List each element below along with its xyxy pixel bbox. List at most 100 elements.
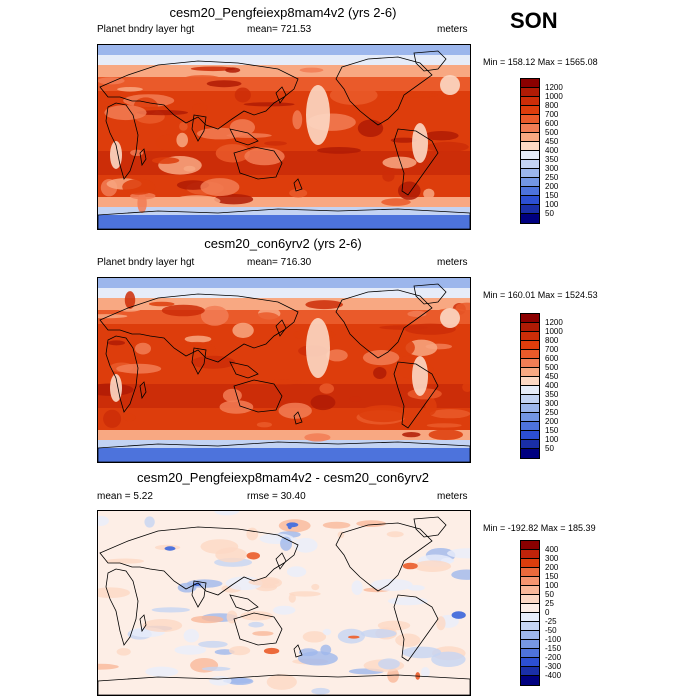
field-blob bbox=[255, 379, 306, 385]
legend-swatch bbox=[521, 413, 539, 422]
legend-label: 400 bbox=[545, 381, 559, 390]
legend-label: 200 bbox=[545, 182, 559, 191]
panel-title: cesm20_Pengfeiexp8mam4v2 (yrs 2-6) bbox=[169, 5, 397, 20]
legend-label: 300 bbox=[545, 554, 559, 563]
field-blob bbox=[179, 122, 188, 131]
anomaly-blob bbox=[201, 666, 231, 671]
coastline-japan bbox=[275, 86, 287, 104]
min-max-label: Min = -192.82 Max = 185.39 bbox=[483, 523, 596, 533]
anomaly-blob bbox=[240, 611, 273, 621]
legend-swatch bbox=[521, 550, 539, 559]
legend-label: 50 bbox=[545, 590, 554, 599]
legend-label: 300 bbox=[545, 164, 559, 173]
coastline-australia bbox=[233, 146, 283, 180]
latitude-band bbox=[98, 207, 470, 215]
legend-swatch bbox=[521, 613, 539, 622]
anomaly-blob bbox=[193, 582, 201, 586]
contour-map bbox=[98, 511, 470, 695]
anomaly-blob bbox=[297, 651, 338, 666]
units-label: meters bbox=[437, 257, 468, 268]
field-blob bbox=[123, 413, 136, 422]
legend-label: -25 bbox=[545, 617, 557, 626]
coastline-madagascar bbox=[139, 614, 147, 633]
legend-swatch bbox=[521, 622, 539, 631]
anomaly-blob bbox=[356, 520, 387, 527]
legend-swatch bbox=[521, 214, 539, 223]
field-blob bbox=[122, 178, 156, 195]
field-blob bbox=[130, 149, 144, 156]
legend-label: 500 bbox=[545, 128, 559, 137]
anomaly-blob bbox=[351, 580, 363, 595]
latitude-band bbox=[98, 384, 470, 408]
field-blob bbox=[107, 340, 125, 346]
anomaly-blob bbox=[144, 516, 155, 528]
field-blob bbox=[462, 382, 470, 392]
coastline-greenland bbox=[413, 50, 447, 72]
legend-label: 1200 bbox=[545, 318, 563, 327]
field-blob bbox=[243, 102, 295, 107]
legend-label: 450 bbox=[545, 137, 559, 146]
coastline-nz bbox=[293, 411, 303, 425]
legend-swatch bbox=[521, 604, 539, 613]
coastline-madagascar bbox=[139, 148, 147, 167]
legend-swatch bbox=[521, 79, 539, 88]
contour-map bbox=[98, 278, 470, 462]
field-blob bbox=[184, 335, 212, 343]
legend-swatch bbox=[521, 541, 539, 550]
anomaly-blob bbox=[229, 646, 251, 656]
field-blob bbox=[349, 396, 362, 402]
anomaly-blob bbox=[402, 646, 442, 659]
field-blob bbox=[424, 131, 459, 141]
legend-label: 400 bbox=[545, 146, 559, 155]
anomaly-blob bbox=[164, 546, 176, 551]
field-blob bbox=[358, 405, 409, 423]
field-blob bbox=[232, 322, 254, 338]
season-label: SON bbox=[510, 8, 558, 33]
coastline-eurasia bbox=[99, 293, 299, 363]
field-blob bbox=[172, 195, 221, 207]
legend-swatch bbox=[521, 595, 539, 604]
coastline-samerica bbox=[393, 128, 439, 196]
coastline-sea bbox=[229, 128, 259, 146]
legend-swatch bbox=[521, 341, 539, 350]
legend-swatch bbox=[521, 658, 539, 667]
min-max-label: Min = 158.12 Max = 1565.08 bbox=[483, 57, 598, 67]
coastline-sea bbox=[229, 594, 259, 612]
field-blob bbox=[222, 388, 242, 403]
legend-swatch bbox=[521, 332, 539, 341]
contour-map bbox=[98, 45, 470, 229]
legend-label: 800 bbox=[545, 101, 559, 110]
anomaly-blob bbox=[421, 667, 430, 678]
field-blob bbox=[412, 123, 428, 163]
legend-swatch bbox=[521, 106, 539, 115]
latitude-band bbox=[98, 430, 470, 440]
field-blob bbox=[148, 301, 175, 307]
anomaly-blob bbox=[302, 631, 327, 643]
legend-swatch bbox=[521, 440, 539, 449]
coastline-japan bbox=[275, 552, 287, 570]
anomaly-blob bbox=[436, 616, 446, 631]
latitude-band bbox=[98, 278, 470, 288]
legend-swatch bbox=[521, 97, 539, 106]
field-blob bbox=[124, 291, 136, 309]
legend-swatch bbox=[521, 187, 539, 196]
coastline-nz bbox=[293, 644, 303, 658]
anomaly-blob bbox=[287, 523, 292, 530]
legend-swatch bbox=[521, 586, 539, 595]
legend-label: -300 bbox=[545, 662, 562, 671]
legend-swatch bbox=[521, 368, 539, 377]
field-blob bbox=[151, 157, 180, 164]
field-blob bbox=[215, 144, 250, 163]
field-blob bbox=[98, 314, 128, 319]
color-legend bbox=[520, 78, 540, 224]
legend-label: 1000 bbox=[545, 327, 563, 336]
legend-label: 450 bbox=[545, 372, 559, 381]
field-blob bbox=[455, 302, 470, 312]
field-blob bbox=[317, 147, 361, 154]
legend-swatch bbox=[521, 151, 539, 160]
legend-label: 350 bbox=[545, 155, 559, 164]
anomaly-blob bbox=[451, 611, 466, 619]
legend-swatch bbox=[521, 169, 539, 178]
color-legend bbox=[520, 540, 540, 686]
field-blob bbox=[206, 80, 242, 88]
